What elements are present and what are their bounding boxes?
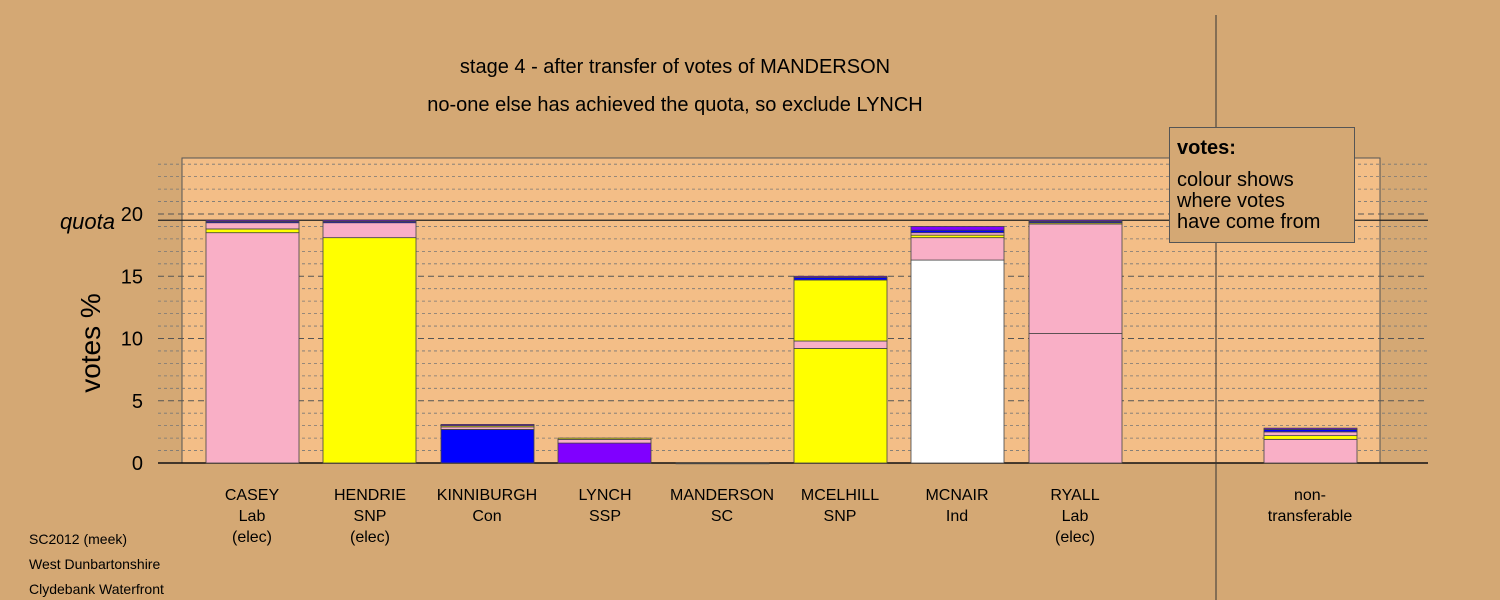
- bar-segment: [793, 279, 888, 342]
- bar-segment: [1263, 435, 1358, 440]
- footer-ward: Clydebank Waterfront: [29, 581, 164, 597]
- bar-segment: [440, 424, 535, 427]
- bar-segment: [322, 237, 417, 464]
- category-label: SNP: [354, 508, 387, 525]
- category-label: Lab: [239, 508, 266, 525]
- y-axis-label: votes %: [75, 293, 106, 393]
- category-label: (elec): [1055, 529, 1095, 546]
- category-label: (elec): [350, 529, 390, 546]
- bar-segment: [205, 222, 300, 230]
- category-label: Con: [472, 508, 501, 525]
- category-label: KINNIBURGH: [437, 487, 537, 504]
- quota-label: quota: [60, 209, 115, 234]
- bar-segment: [322, 219, 417, 222]
- bar-segment: [1263, 438, 1358, 464]
- bar-segment: [557, 442, 652, 464]
- category-label: non-: [1294, 487, 1326, 504]
- category-label: MCELHILL: [801, 487, 879, 504]
- bar-segment: [793, 348, 888, 464]
- bar-segment: [557, 437, 652, 440]
- y-tick-label: 15: [121, 266, 143, 288]
- category-label: Lab: [1062, 508, 1089, 525]
- y-tick-label: 5: [132, 391, 143, 413]
- category-label: SNP: [824, 508, 857, 525]
- bar-segment: [1028, 223, 1123, 334]
- chart-subtitle: no-one else has achieved the quota, so e…: [427, 94, 923, 116]
- y-axis: 0 5 10 15 20: [121, 204, 143, 475]
- y-tick-label: 10: [121, 329, 143, 351]
- bars: [205, 219, 1358, 465]
- legend-text: colour shows where votes have come from: [1177, 169, 1321, 233]
- category-label: RYALL: [1050, 487, 1099, 504]
- bar-segment: [205, 232, 300, 464]
- y-tick-label: 20: [121, 204, 143, 226]
- category-label: SC: [711, 508, 733, 525]
- bar-segment: [910, 237, 1005, 261]
- category-label: transferable: [1268, 508, 1353, 525]
- bar-segment: [440, 428, 535, 464]
- bar-segment: [205, 228, 300, 234]
- bar-segment: [793, 275, 888, 278]
- category-label: CASEY: [225, 487, 280, 504]
- bar-segment: [557, 438, 652, 444]
- category-label: HENDRIE: [334, 487, 406, 504]
- chart-title: stage 4 - after transfer of votes of MAN…: [460, 56, 890, 78]
- bar-segment: [205, 219, 300, 222]
- bar-segment: [1028, 333, 1123, 464]
- bar-segment: [793, 340, 888, 349]
- bar-segment: [1028, 219, 1123, 222]
- category-label: MCNAIR: [925, 487, 988, 504]
- category-label: MANDERSON: [670, 487, 774, 504]
- category-label: LYNCH: [578, 487, 631, 504]
- legend-title: votes:: [1177, 137, 1236, 159]
- category-label: SSP: [589, 508, 621, 525]
- bar-segment: [910, 226, 1005, 231]
- category-label: (elec): [232, 529, 272, 546]
- category-label: Ind: [946, 508, 968, 525]
- legend: votes: colour shows where votes have com…: [1169, 127, 1355, 243]
- bar-segment: [910, 259, 1005, 464]
- bar-segment: [322, 222, 417, 239]
- bar-segment: [675, 462, 770, 465]
- category-labels: CASEY Lab (elec) HENDRIE SNP (elec) KINNIBURGH…: [225, 487, 1352, 546]
- bar-segment: [1263, 427, 1358, 430]
- footer-election: SC2012 (meek): [29, 531, 128, 547]
- y-tick-label: 0: [132, 453, 143, 475]
- bar-segment: [1263, 431, 1358, 437]
- footer-council: West Dunbartonshire: [29, 556, 161, 572]
